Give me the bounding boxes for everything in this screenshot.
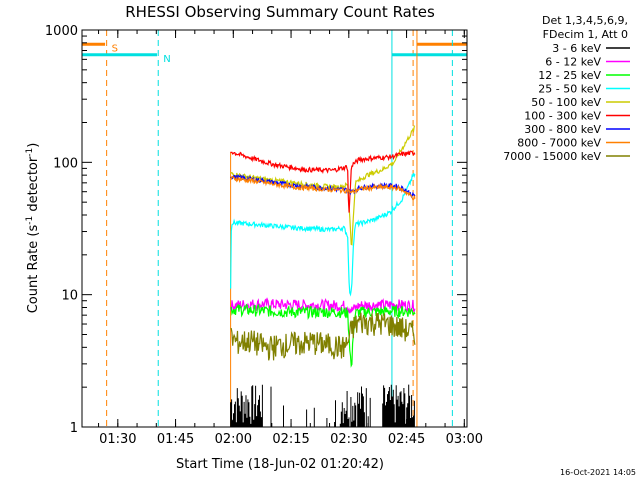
timestamp: 16-Oct-2021 14:05: [560, 468, 636, 477]
legend-header-line-2: FDecim 1, Att 0: [543, 28, 628, 41]
series-800-to-7000keV-line: [230, 175, 416, 201]
y-tick-label-3: 1000: [45, 24, 78, 39]
series-12-to-25keV-line: [230, 303, 416, 368]
x-tick-label-2: 02:00: [215, 432, 252, 447]
y-axis-label-sup-2: -1: [25, 148, 35, 157]
legend-label-8: 7000 - 15000 keV: [503, 150, 601, 163]
y-axis-label-sup-1: -1: [25, 216, 35, 225]
x-tick-label-4: 02:30: [330, 432, 367, 447]
x-tick-label-1: 01:45: [157, 432, 194, 447]
legend-label-1: 6 - 12 keV: [545, 56, 601, 69]
y-tick-label-1: 10: [61, 289, 78, 304]
y-axis-label-end: ): [26, 143, 41, 148]
legend-label-3: 25 - 50 keV: [538, 83, 601, 96]
legend-label-6: 300 - 800 keV: [524, 123, 601, 136]
saa-flag-label: S: [112, 43, 118, 54]
x-tick-label-5: 02:45: [388, 432, 425, 447]
x-tick-label-3: 02:15: [272, 432, 309, 447]
y-axis-label-main: Count Rate (s: [26, 225, 41, 314]
plot-layer: SN: [82, 30, 467, 427]
legend-label-7: 800 - 7000 keV: [517, 137, 601, 150]
y-axis-label: Count Rate (s-1 detector-1): [25, 143, 41, 314]
legend-header-line-1: Det 1,3,4,5,6,9,: [542, 14, 628, 27]
series-100-to-300keV-line: [230, 150, 416, 213]
series-7000-to-15000keV-line: [230, 312, 416, 361]
plot-frame: [81, 29, 468, 428]
y-axis-label-rest: detector: [26, 156, 41, 216]
legend-label-4: 50 - 100 keV: [531, 96, 601, 109]
axes-layer: 01:30 01:45 02:00 02:15 02:30 02:45 03:00 1 10 10…: [45, 24, 483, 447]
y-tick-label-0: 1: [70, 421, 78, 436]
legend-label-5: 100 - 300 keV: [524, 110, 601, 123]
x-axis-label: Start Time (18-Jun-02 01:20:42): [176, 457, 384, 472]
night-flag-label: N: [163, 54, 170, 65]
x-tick-label-6: 03:00: [446, 432, 483, 447]
legend-label-0: 3 - 6 keV: [552, 42, 601, 55]
series-3-6-kev: [230, 384, 415, 427]
legend-label-2: 12 - 25 keV: [538, 69, 601, 82]
y-tick-label-2: 100: [53, 156, 78, 171]
chart-title: RHESSI Observing Summary Count Rates: [125, 3, 435, 21]
x-tick-label-0: 01:30: [99, 432, 136, 447]
series-25-to-50keV-line: [230, 172, 416, 297]
